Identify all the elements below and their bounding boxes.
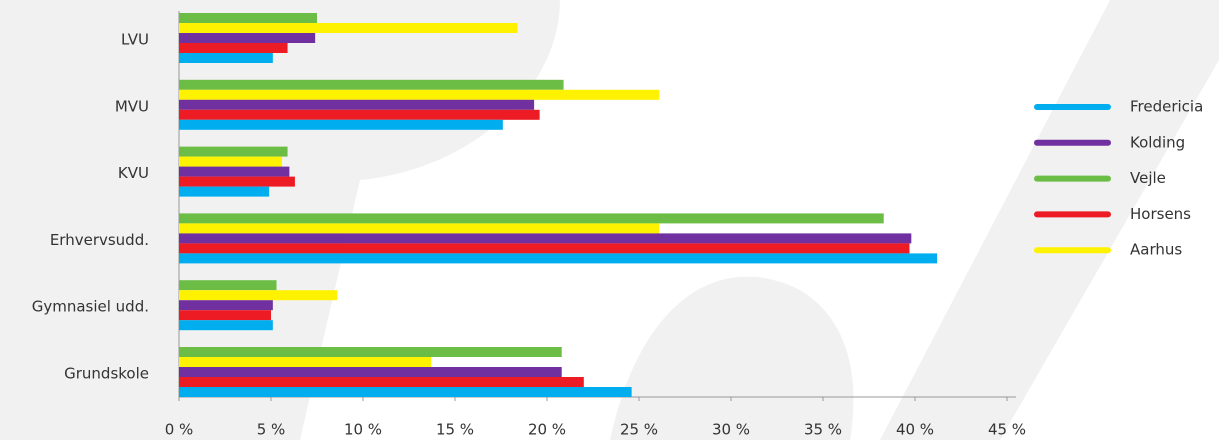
x-tick-label: 20 % xyxy=(528,421,566,439)
y-tick-label: Grundskole xyxy=(64,365,149,383)
bar xyxy=(179,176,295,187)
y-tick-label: Gymnasiel udd. xyxy=(32,298,149,316)
bar xyxy=(179,13,317,23)
bar xyxy=(179,109,540,120)
bar xyxy=(179,33,316,43)
bar xyxy=(179,387,632,397)
bar xyxy=(179,156,283,167)
bar xyxy=(179,347,562,357)
bar xyxy=(179,357,432,367)
bar xyxy=(179,280,277,291)
bar xyxy=(179,99,535,110)
bar xyxy=(179,79,564,90)
bar xyxy=(179,243,910,254)
bar xyxy=(179,186,270,197)
legend-label: Kolding xyxy=(1130,133,1185,151)
legend-label: Horsens xyxy=(1130,205,1191,223)
bar xyxy=(179,320,273,331)
x-tick-label: 5 % xyxy=(257,421,286,439)
x-tick-label: 30 % xyxy=(712,421,750,439)
x-tick-label: 10 % xyxy=(344,421,382,439)
bar xyxy=(179,53,273,63)
legend-label: Aarhus xyxy=(1130,241,1182,259)
bar xyxy=(179,377,584,387)
y-tick-label: MVU xyxy=(115,97,149,115)
bar xyxy=(179,89,660,100)
bar xyxy=(179,233,912,244)
x-tick-label: 15 % xyxy=(436,421,474,439)
y-tick-label: KVU xyxy=(118,164,149,182)
bar xyxy=(179,300,273,311)
legend-label: Vejle xyxy=(1130,169,1166,187)
x-tick-label: 40 % xyxy=(896,421,934,439)
x-tick-label: 45 % xyxy=(988,421,1026,439)
bar xyxy=(179,290,338,301)
x-tick-label: 35 % xyxy=(804,421,842,439)
y-tick-label: LVU xyxy=(121,31,149,49)
bar xyxy=(179,23,518,33)
bar xyxy=(179,43,288,53)
bar xyxy=(179,367,562,377)
bar xyxy=(179,223,660,234)
bar xyxy=(179,146,288,157)
bar xyxy=(179,166,290,177)
y-tick-label: Erhvervsudd. xyxy=(50,231,149,249)
bar xyxy=(179,119,503,130)
bar xyxy=(179,253,938,264)
legend-label: Fredericia xyxy=(1130,98,1203,116)
bar xyxy=(179,310,271,321)
x-tick-label: 0 % xyxy=(165,421,194,439)
bar xyxy=(179,213,884,224)
x-tick-label: 25 % xyxy=(620,421,658,439)
